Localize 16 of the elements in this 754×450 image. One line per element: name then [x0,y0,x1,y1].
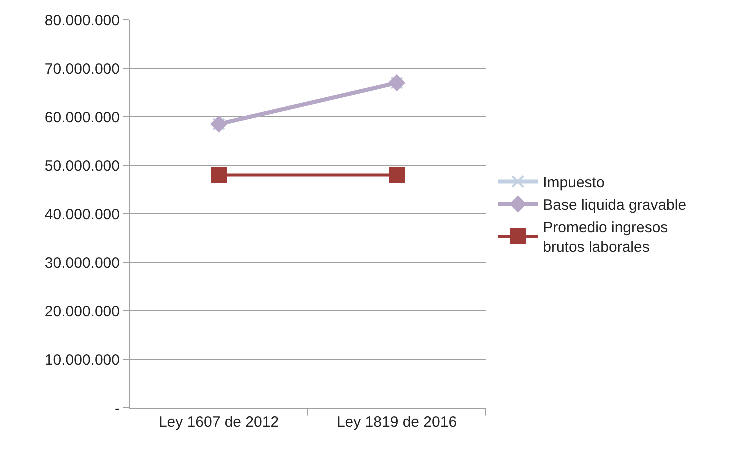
y-tick-label: 70.000.000 [44,60,120,78]
y-tick-label: 30.000.000 [44,254,120,272]
y-tick-label: 10.000.000 [44,352,120,369]
y-tick-label: 40.000.000 [44,206,120,224]
point [211,167,227,184]
x-tick-label: Ley 1819 de 2016 [336,414,458,431]
y-tick-label: - [115,400,120,418]
legend-label: Promedio ingresos brutos laborales [543,220,668,256]
point [389,167,405,184]
y-tick-label: 80.000.000 [44,12,120,30]
y-tick-label: 60.000.000 [44,109,120,126]
x-tick-label: Ley 1607 de 2012 [158,414,280,431]
legend-label: Base liquida gravable [543,197,687,214]
y-tick-label: 50.000.000 [44,158,120,175]
legend-label: Impuesto [543,174,605,192]
y-tick-label: 20.000.000 [44,303,120,320]
